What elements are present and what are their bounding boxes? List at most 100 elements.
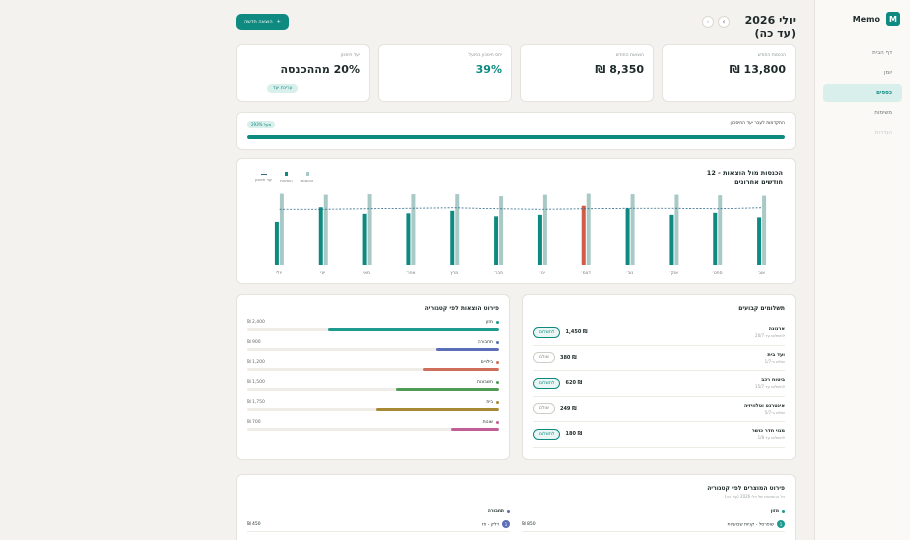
expense-bar[interactable] bbox=[625, 208, 630, 265]
category-name-wrap: תחבורה bbox=[478, 340, 499, 345]
income-expense-chart: אוג׳ ספט׳ אוק׳ נוב׳ דצמ׳ ינו׳ פבר׳ מרץ אפר׳ מאי יו… bbox=[236, 158, 796, 284]
stat-card-income: הכנסות החודש 13,800 ₪ bbox=[662, 44, 796, 102]
category-dot bbox=[496, 321, 499, 324]
recurring-amount: 380 ₪ bbox=[559, 354, 577, 361]
recurring-name: ביטוח רכב bbox=[761, 377, 785, 384]
income-bar[interactable] bbox=[279, 193, 284, 265]
income-bar[interactable] bbox=[630, 194, 635, 265]
product-amount: 850 ₪ bbox=[522, 521, 536, 527]
category-header: חשבונות 1,500 ₪ bbox=[247, 380, 499, 385]
category-row[interactable]: תחבורה 900 ₪ bbox=[247, 340, 499, 360]
recurring-name: ועד בית bbox=[767, 351, 785, 358]
product-item[interactable]: 1דלק - פז 450 ₪ bbox=[247, 520, 510, 532]
products-columns: מזון 1שופרסל - קניות שבועיות 850 ₪ תחבור… bbox=[247, 509, 785, 532]
sidebar-item-calendar[interactable]: יומן bbox=[884, 70, 892, 76]
expense-bar[interactable] bbox=[537, 214, 542, 265]
column-head: תחבורה bbox=[247, 509, 510, 514]
chart-title: הכנסות מול הוצאות - 12 חודשים אחרונים bbox=[706, 169, 783, 186]
category-name-wrap: מזון bbox=[486, 320, 499, 325]
edit-goal-button[interactable]: עריכת יעד bbox=[267, 83, 299, 93]
income-bar[interactable] bbox=[323, 194, 328, 265]
stat-label: הוצאות החודש bbox=[615, 53, 644, 58]
category-bar-fill bbox=[327, 328, 499, 331]
add-expense-button[interactable]: + הוצאה חדשה bbox=[236, 14, 289, 30]
category-list: מזון 2,400 ₪ תחבורה 900 ₪ בילויים 1,200 ₪ חשבו… bbox=[247, 320, 499, 440]
income-bar[interactable] bbox=[718, 195, 723, 265]
chevron-right-icon[interactable]: › bbox=[718, 16, 730, 28]
category-row[interactable]: בילויים 1,200 ₪ bbox=[247, 360, 499, 380]
recurring-due: שולם ב-5/7 bbox=[764, 409, 785, 415]
income-bar[interactable] bbox=[762, 195, 767, 265]
product-item[interactable]: 1שופרסל - קניות שבועיות 850 ₪ bbox=[522, 520, 785, 532]
category-dot bbox=[496, 381, 499, 384]
panel-title: פירוט המוצרים לפי קטגוריה bbox=[707, 485, 785, 492]
month-navigation: › ‹ bbox=[702, 16, 730, 28]
recurring-due: לתשלום עד 1/8 bbox=[757, 435, 785, 441]
x-tick-label: נוב׳ bbox=[626, 271, 634, 276]
sidebar-item-finance[interactable]: כספים bbox=[823, 84, 902, 102]
recurring-item: מנוי חדר כושר לתשלום עד 1/8 לתשלום 180 ₪ bbox=[533, 422, 785, 448]
paid-badge: שולם bbox=[533, 352, 555, 364]
legend-item-expenses: הוצאות bbox=[280, 172, 293, 183]
income-bar[interactable] bbox=[586, 193, 591, 265]
expense-bar[interactable] bbox=[713, 212, 718, 265]
expense-bar[interactable] bbox=[669, 214, 674, 265]
x-tick-label: אפר׳ bbox=[405, 271, 415, 276]
expense-bar[interactable] bbox=[406, 213, 411, 265]
sidebar: M Memo דף הבית יומן כספים משימות הגדרות bbox=[814, 0, 910, 540]
category-bar bbox=[247, 348, 499, 351]
brand[interactable]: M Memo bbox=[823, 12, 902, 26]
expense-bar[interactable] bbox=[757, 217, 762, 265]
income-bar[interactable] bbox=[542, 194, 547, 265]
category-name: תחבורה bbox=[477, 340, 493, 345]
pay-button[interactable]: לתשלום bbox=[533, 377, 561, 389]
x-tick-label: יולי bbox=[276, 271, 282, 276]
category-bar-fill bbox=[395, 388, 499, 391]
category-header: מזון 2,400 ₪ bbox=[247, 320, 499, 325]
progress-bar-fill bbox=[247, 135, 785, 139]
expense-bar[interactable] bbox=[450, 210, 455, 265]
income-bar[interactable] bbox=[455, 194, 460, 265]
category-row[interactable]: שונות 700 ₪ bbox=[247, 420, 499, 440]
category-row[interactable]: מזון 2,400 ₪ bbox=[247, 320, 499, 340]
stat-value: 20% מההכנסה bbox=[280, 63, 361, 76]
category-bar-fill bbox=[451, 428, 499, 431]
category-row[interactable]: בית 1,750 ₪ bbox=[247, 400, 499, 420]
products-column-transport: תחבורה 1דלק - פז 450 ₪ bbox=[247, 509, 510, 532]
category-bar bbox=[247, 408, 499, 411]
sidebar-item-tasks[interactable]: משימות bbox=[874, 110, 892, 116]
add-expense-label: הוצאה חדשה bbox=[244, 19, 273, 25]
income-bar[interactable] bbox=[674, 194, 679, 265]
recurring-info: אינטרנט וטלוויזיה שולם ב-5/7 bbox=[744, 403, 785, 415]
progress-bar bbox=[247, 135, 785, 139]
legend-item-income: הכנסות bbox=[301, 172, 313, 183]
sidebar-item-home[interactable]: דף הבית bbox=[872, 50, 892, 56]
recurring-amount: 180 ₪ bbox=[565, 431, 583, 438]
stat-card-expenses: הוצאות החודש 8,350 ₪ bbox=[520, 44, 654, 102]
expense-bar[interactable] bbox=[318, 207, 323, 265]
stat-value: 39% bbox=[475, 63, 502, 76]
income-bar[interactable] bbox=[367, 194, 372, 265]
product-name-wrap: 1שופרסל - קניות שבועיות bbox=[728, 520, 785, 528]
category-name-wrap: בית bbox=[486, 400, 499, 405]
income-bar[interactable] bbox=[411, 194, 416, 265]
x-tick-label: מרץ bbox=[450, 271, 458, 276]
recurring-actions: לתשלום 620 ₪ bbox=[533, 377, 582, 389]
expense-bar[interactable] bbox=[362, 213, 367, 265]
income-bar[interactable] bbox=[499, 196, 504, 265]
recurring-info: ועד בית שולם ב-1/7 bbox=[765, 352, 785, 364]
pay-button[interactable]: לתשלום bbox=[533, 428, 561, 440]
chevron-left-icon[interactable]: ‹ bbox=[702, 16, 714, 28]
category-row[interactable]: חשבונות 1,500 ₪ bbox=[247, 380, 499, 400]
expense-bar[interactable] bbox=[274, 221, 279, 265]
category-dot bbox=[507, 510, 510, 513]
pay-button[interactable]: לתשלום bbox=[533, 326, 561, 338]
recurring-name: מנוי חדר כושר bbox=[751, 428, 785, 435]
expense-bar[interactable] bbox=[581, 205, 586, 265]
expense-bar[interactable] bbox=[494, 216, 499, 265]
paid-badge: שולם bbox=[533, 403, 555, 415]
category-dot bbox=[496, 361, 499, 364]
category-bar bbox=[247, 388, 499, 391]
category-name-wrap: בילויים bbox=[481, 360, 499, 365]
recurring-due: שולם ב-1/7 bbox=[764, 358, 785, 364]
